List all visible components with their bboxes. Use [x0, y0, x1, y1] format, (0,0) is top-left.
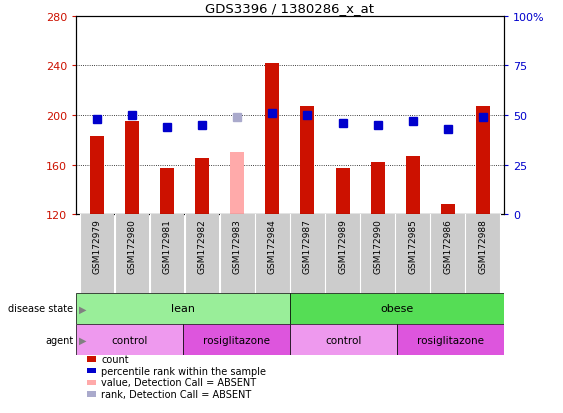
Text: obese: obese [380, 304, 414, 314]
Text: value, Detection Call = ABSENT: value, Detection Call = ABSENT [101, 377, 257, 387]
Bar [160, 169, 174, 215]
Text: GSM172982: GSM172982 [198, 219, 207, 273]
Bar [290, 324, 397, 355]
Bar [80, 215, 114, 293]
Bar [290, 293, 504, 324]
Text: ▶: ▶ [79, 304, 86, 314]
Text: rosiglitazone: rosiglitazone [203, 335, 270, 345]
Bar [195, 159, 209, 215]
Bar [150, 215, 184, 293]
Bar [115, 215, 149, 293]
Text: GSM172987: GSM172987 [303, 219, 312, 273]
Text: lean: lean [171, 304, 195, 314]
Bar [265, 64, 279, 215]
Bar [336, 169, 350, 215]
Text: agent: agent [45, 335, 73, 345]
Bar [291, 215, 325, 293]
Bar [441, 205, 455, 215]
Bar [325, 215, 360, 293]
Bar [76, 324, 183, 355]
Text: disease state: disease state [8, 304, 73, 314]
Text: GSM172979: GSM172979 [92, 219, 101, 273]
Bar [90, 137, 104, 215]
Text: rosiglitazone: rosiglitazone [417, 335, 484, 345]
Bar [183, 324, 290, 355]
Text: GSM172990: GSM172990 [373, 219, 382, 273]
Text: control: control [111, 335, 148, 345]
Bar [431, 215, 465, 293]
Bar [185, 215, 220, 293]
Text: GSM172988: GSM172988 [479, 219, 488, 273]
Text: count: count [101, 354, 129, 364]
Bar [476, 107, 490, 215]
Bar [220, 215, 254, 293]
Bar [397, 324, 504, 355]
Text: GSM172981: GSM172981 [163, 219, 172, 273]
Bar [396, 215, 430, 293]
Bar [125, 122, 139, 215]
Text: GSM172980: GSM172980 [128, 219, 137, 273]
Text: control: control [325, 335, 361, 345]
Text: GSM172985: GSM172985 [408, 219, 417, 273]
Text: GSM172983: GSM172983 [233, 219, 242, 273]
Text: rank, Detection Call = ABSENT: rank, Detection Call = ABSENT [101, 389, 252, 399]
Text: ▶: ▶ [79, 335, 86, 345]
Text: GSM172989: GSM172989 [338, 219, 347, 273]
Bar [230, 153, 244, 215]
Bar [406, 157, 419, 215]
Bar [360, 215, 395, 293]
Text: GSM172986: GSM172986 [443, 219, 452, 273]
Bar [301, 107, 315, 215]
Bar [466, 215, 500, 293]
Bar [370, 163, 385, 215]
Title: GDS3396 / 1380286_x_at: GDS3396 / 1380286_x_at [205, 2, 374, 15]
Text: GSM172984: GSM172984 [268, 219, 277, 273]
Bar [255, 215, 289, 293]
Bar [76, 293, 290, 324]
Text: percentile rank within the sample: percentile rank within the sample [101, 366, 266, 376]
